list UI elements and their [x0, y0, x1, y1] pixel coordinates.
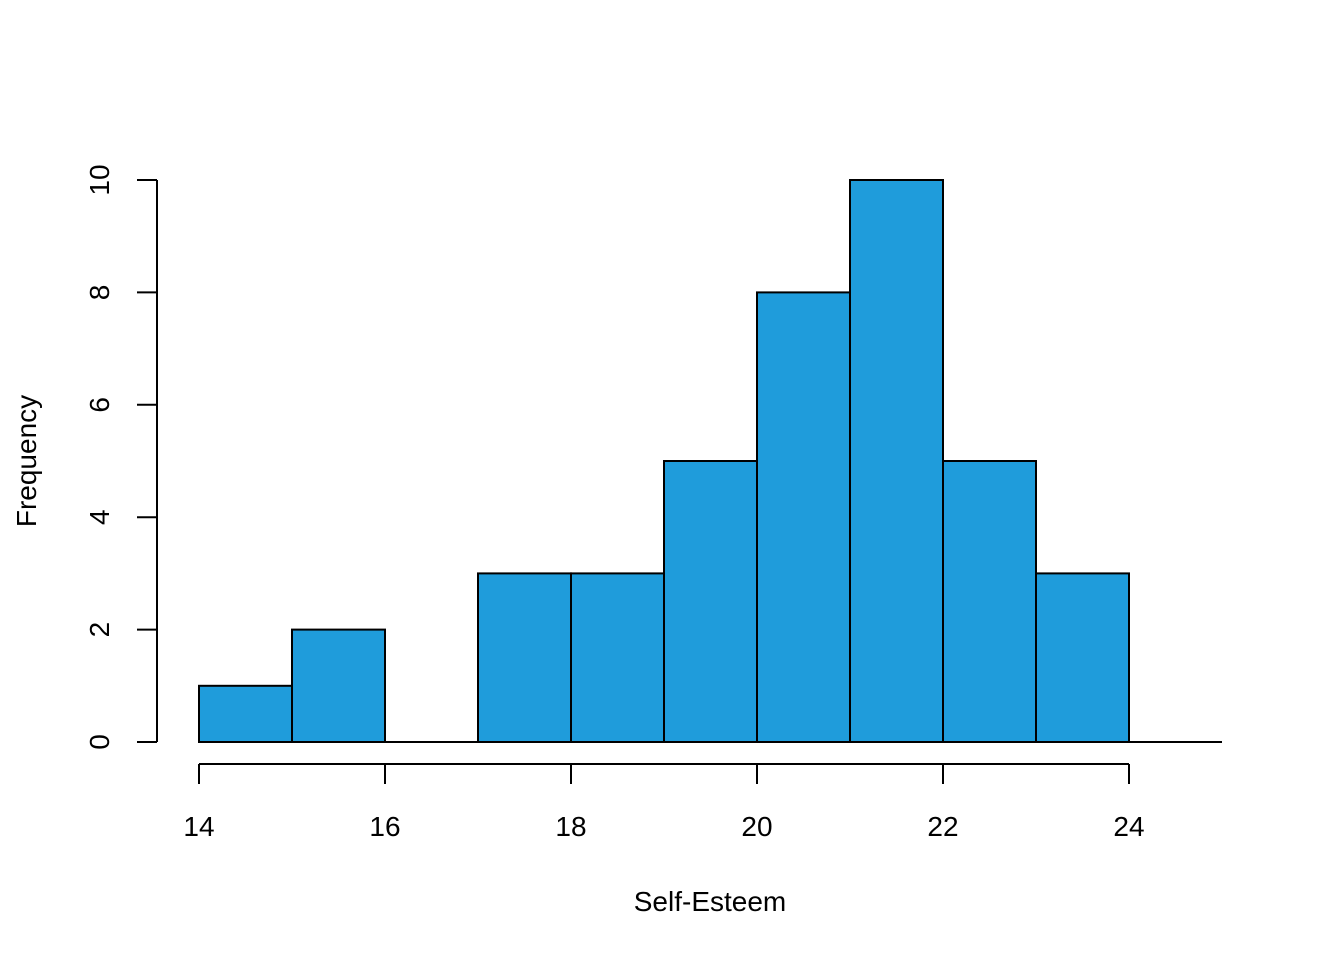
x-tick-label-22: 22	[927, 811, 958, 842]
x-axis-label: Self-Esteem	[634, 886, 787, 917]
bar-19-20	[663, 460, 758, 743]
bar-18-19	[570, 572, 665, 744]
bar-21-22	[849, 179, 944, 743]
x-tick-label-20: 20	[741, 811, 772, 842]
x-tick-label-18: 18	[555, 811, 586, 842]
x-tick-label-24: 24	[1113, 811, 1144, 842]
bar-17-18	[477, 572, 572, 744]
y-tick-label-0: 0	[84, 734, 115, 750]
bar-22-23	[942, 460, 1037, 743]
x-tick-label-14: 14	[183, 811, 214, 842]
bar-14-15	[198, 684, 293, 743]
y-tick-label-8: 8	[84, 285, 115, 301]
y-tick-label-4: 4	[84, 509, 115, 525]
y-axis-label: Frequency	[11, 395, 42, 527]
bars-group	[198, 179, 1130, 744]
x-axis: 14 16 18 20 22 24	[183, 763, 1145, 842]
bar-23-24	[1035, 572, 1130, 744]
y-tick-label-10: 10	[84, 164, 115, 195]
y-tick-label-6: 6	[84, 397, 115, 413]
y-tick-label-2: 2	[84, 622, 115, 638]
y-axis: 0 2 4 6 8 10	[84, 164, 158, 750]
bar-15-16	[291, 628, 386, 743]
bar-20-21	[756, 291, 851, 743]
x-tick-label-16: 16	[369, 811, 400, 842]
